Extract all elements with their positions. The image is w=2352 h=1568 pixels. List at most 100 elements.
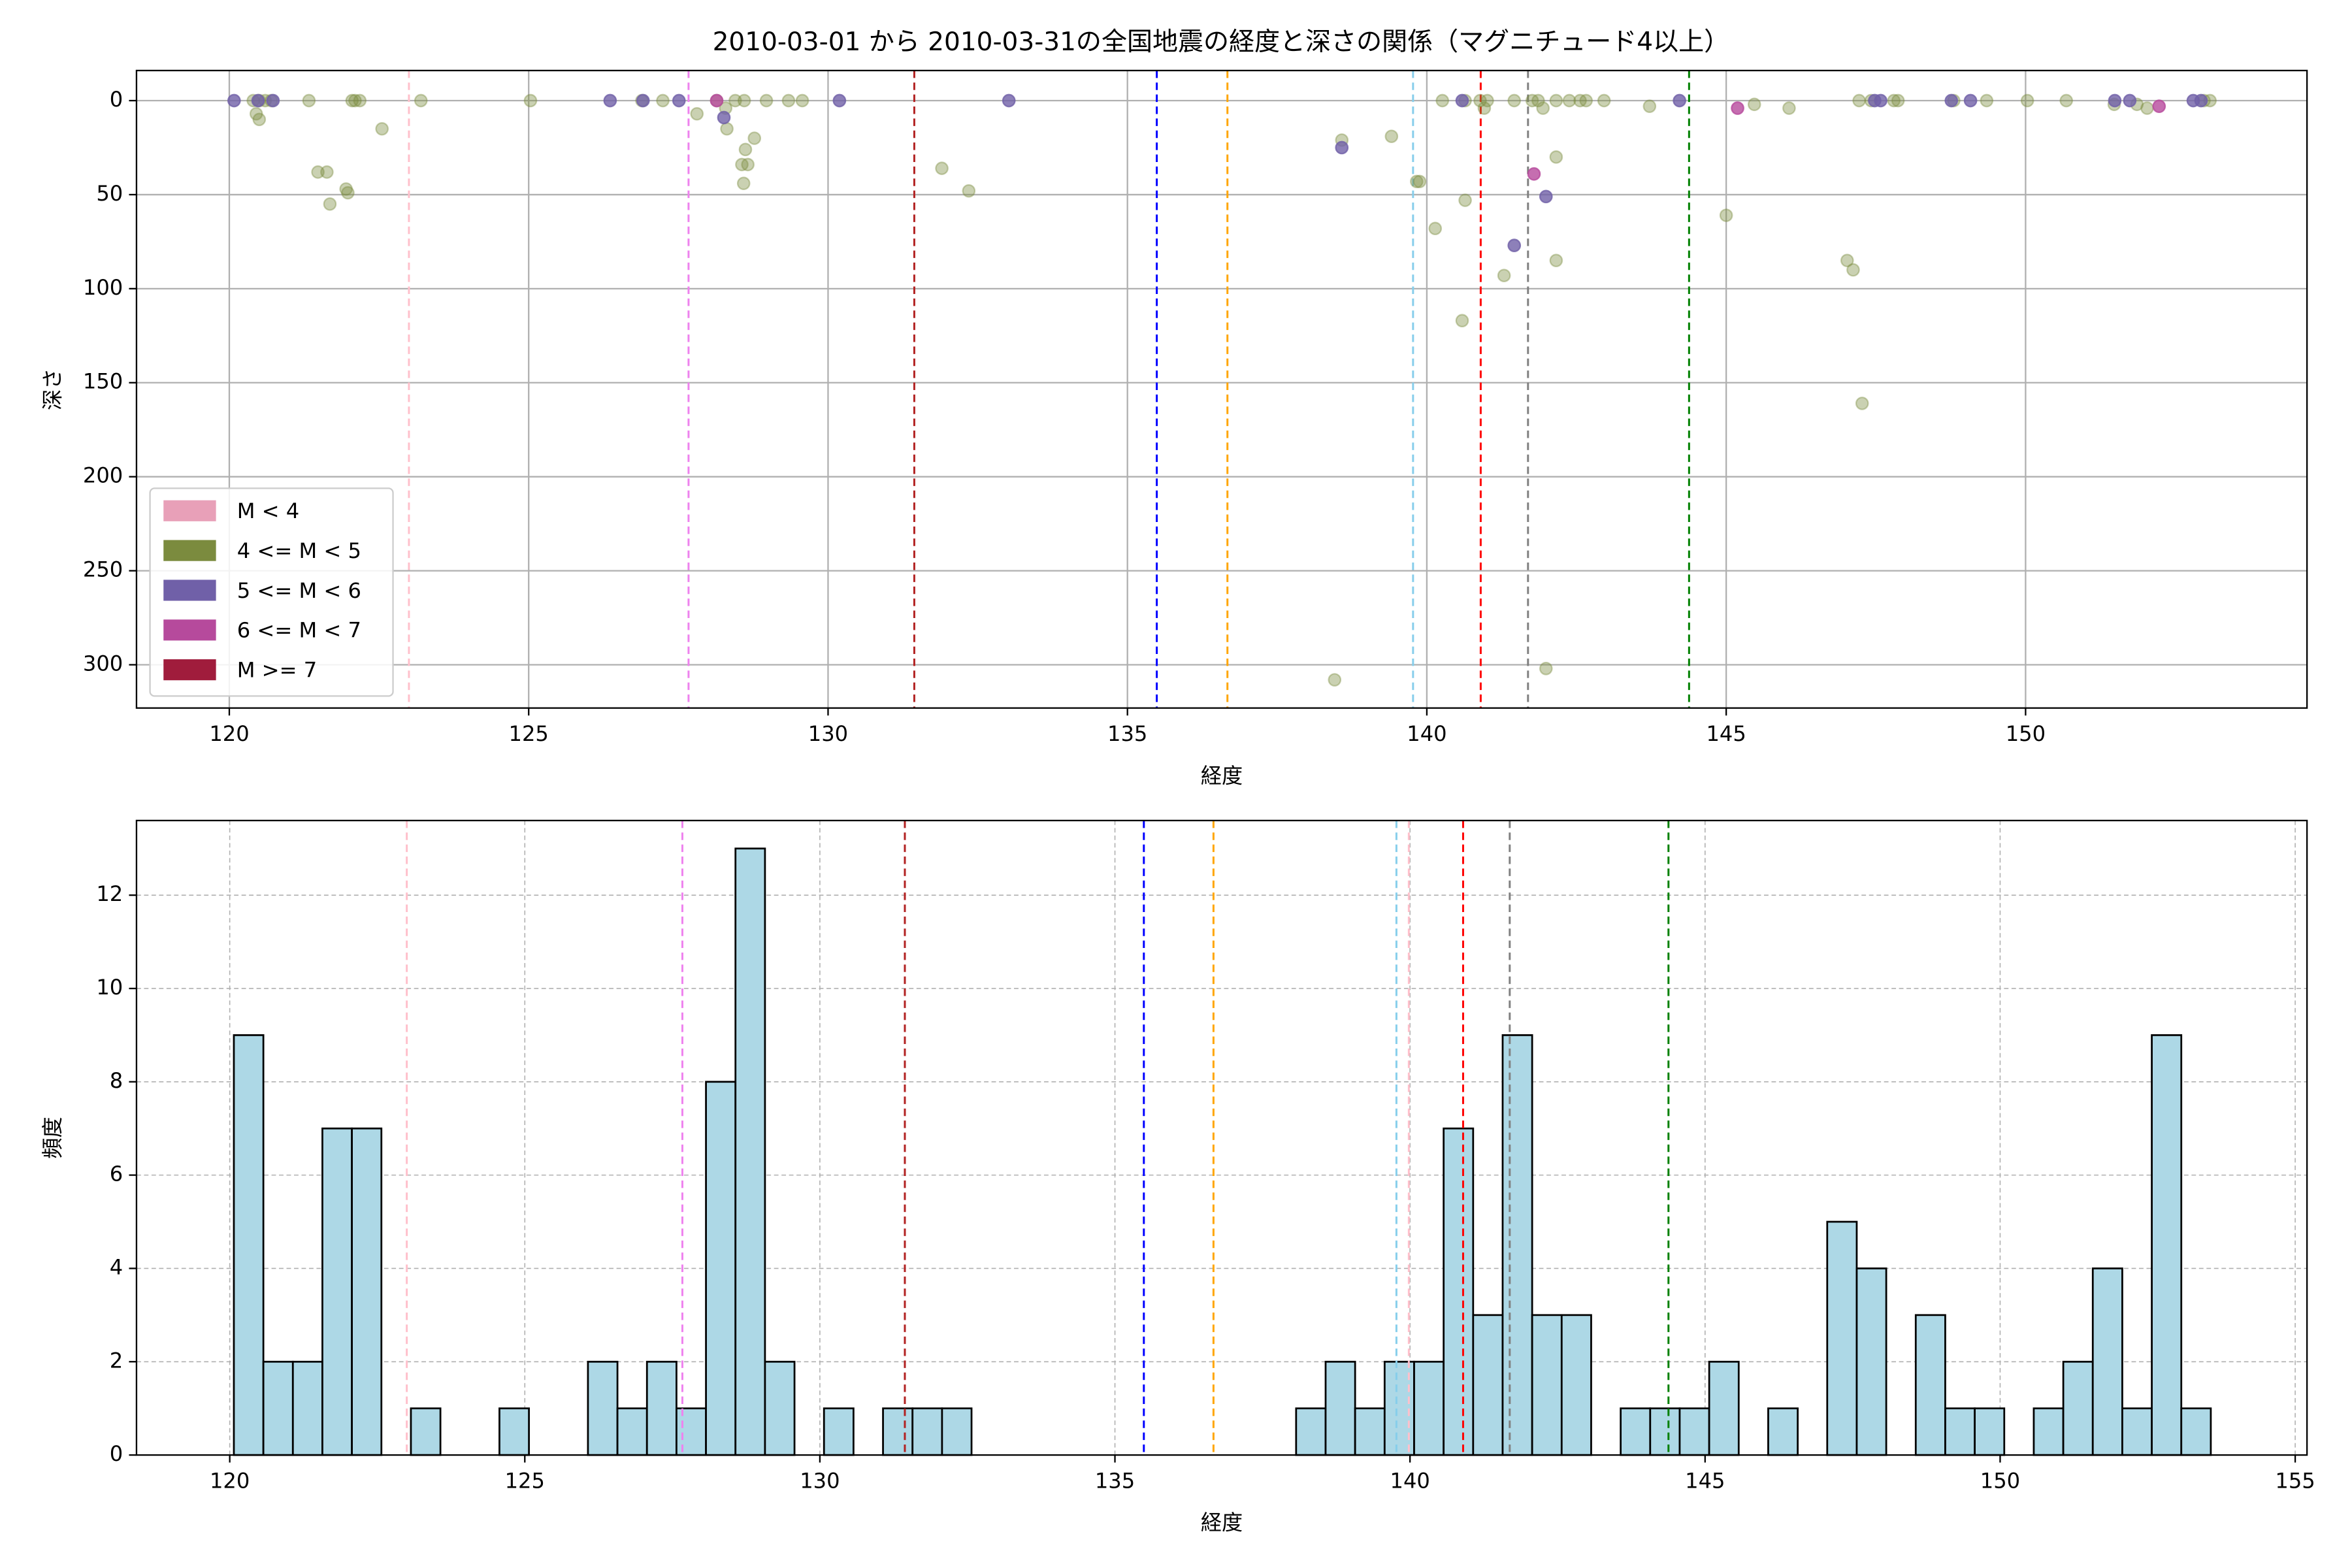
scatter-point [737, 93, 751, 108]
legend-label: 4 <= M < 5 [237, 538, 361, 563]
scatter-point [1963, 93, 1978, 108]
y-tick-label: 150 [83, 369, 123, 394]
x-tick-label: 140 [1390, 1468, 1430, 1493]
scatter-point [252, 112, 267, 127]
scatter-point [1497, 269, 1511, 283]
scatter-point [1597, 93, 1611, 108]
scatter-point [523, 93, 538, 108]
histogram-bar [2180, 1407, 2212, 1456]
scatter-point [672, 93, 686, 108]
scatter-point [1507, 93, 1522, 108]
y-tick-label: 0 [110, 87, 123, 112]
histogram-bar [2151, 1034, 2183, 1456]
scatter-point [656, 93, 670, 108]
histogram-bar [1855, 1267, 1887, 1456]
scatter-point [249, 106, 263, 121]
histogram-bar [1678, 1407, 1710, 1456]
scatter-point [1980, 93, 1994, 108]
scatter-point [1840, 253, 1854, 267]
histogram-bar [1944, 1407, 1976, 1456]
scatter-point [2123, 93, 2137, 108]
y-tick-label: 100 [83, 275, 123, 300]
histogram-bar [262, 1360, 294, 1456]
scatter-point [1549, 93, 1563, 108]
histogram-bar [1914, 1314, 1946, 1456]
x-tick-label: 135 [1107, 721, 1147, 746]
scatter-point [759, 93, 774, 108]
scatter-point [738, 142, 753, 157]
y-tick-label: 6 [110, 1162, 123, 1186]
y-tick-label: 4 [110, 1254, 123, 1279]
x-tick-label: 145 [1706, 721, 1746, 746]
histogram-bar [1826, 1220, 1858, 1456]
x-tick-label: 135 [1095, 1468, 1135, 1493]
histogram-bar [1974, 1407, 2006, 1456]
scatter-point [1549, 253, 1563, 267]
legend-label: 5 <= M < 6 [237, 578, 361, 603]
scatter-point [1549, 150, 1563, 164]
scatter-point [636, 93, 650, 108]
scatter-point [2020, 93, 2034, 108]
histogram-bar [587, 1360, 619, 1456]
histogram-bar [1620, 1407, 1652, 1456]
scatter-point [1455, 93, 1469, 108]
scatter-point [1874, 93, 1887, 108]
scatter-point [2152, 99, 2166, 113]
scatter-point [1435, 93, 1450, 108]
scatter-point [1335, 140, 1349, 155]
histogram-bar [705, 1081, 737, 1456]
scatter-point [1747, 97, 1761, 112]
scatter-point [1719, 208, 1733, 222]
scatter-point [1458, 193, 1472, 207]
histogram-bar [1354, 1407, 1386, 1456]
scatter-point [251, 93, 265, 108]
scatter-point [375, 122, 389, 136]
legend-swatch [163, 619, 216, 641]
scatter-point [795, 93, 809, 108]
scatter-point [1328, 673, 1342, 687]
histogram-bar [1324, 1360, 1356, 1456]
scatter-point [1002, 93, 1016, 108]
x-tick-label: 130 [800, 1468, 840, 1493]
scatter-point [227, 93, 241, 108]
x-tick-label: 120 [209, 721, 249, 746]
histogram-bar [1443, 1127, 1475, 1456]
scatter-point [1473, 93, 1487, 108]
histogram-bar [1531, 1314, 1563, 1456]
scatter-point [1944, 93, 1959, 108]
y-tick-label: 300 [83, 651, 123, 676]
scatter-point [1573, 93, 1587, 108]
histogram-bar [351, 1127, 383, 1456]
x-tick-label: 150 [1980, 1468, 2020, 1493]
scatter-point [1428, 221, 1443, 236]
scatter-point [1673, 93, 1686, 108]
histogram-bar [1708, 1360, 1740, 1456]
scatter-point [2108, 93, 2122, 108]
scatter-point [2194, 93, 2208, 108]
histogram-bar [1413, 1360, 1445, 1456]
scatter-point [1525, 93, 1539, 108]
histogram-bar [1472, 1314, 1504, 1456]
scatter-point [1891, 93, 1905, 108]
scatter-point [1846, 263, 1860, 277]
x-tick-label: 145 [1685, 1468, 1725, 1493]
scatter-point [1731, 101, 1744, 115]
scatter-point [1477, 101, 1492, 115]
legend-label: M < 4 [237, 498, 300, 523]
scatter-point [266, 93, 280, 108]
x-axis-label: 経度 [1201, 763, 1243, 788]
histogram-bar [882, 1407, 914, 1456]
histogram-bar [410, 1407, 442, 1456]
scatter-point [720, 122, 734, 136]
plot-frame [135, 819, 2308, 1456]
x-tick-label: 125 [509, 721, 549, 746]
histogram-bar [616, 1407, 648, 1456]
y-axis-label: 深さ [41, 368, 65, 410]
y-tick-label: 0 [110, 1441, 123, 1466]
scatter-point [741, 157, 755, 172]
histogram-bar [941, 1407, 973, 1456]
legend-swatch [163, 500, 216, 521]
scatter-point [2059, 93, 2074, 108]
scatter-point [323, 197, 337, 211]
